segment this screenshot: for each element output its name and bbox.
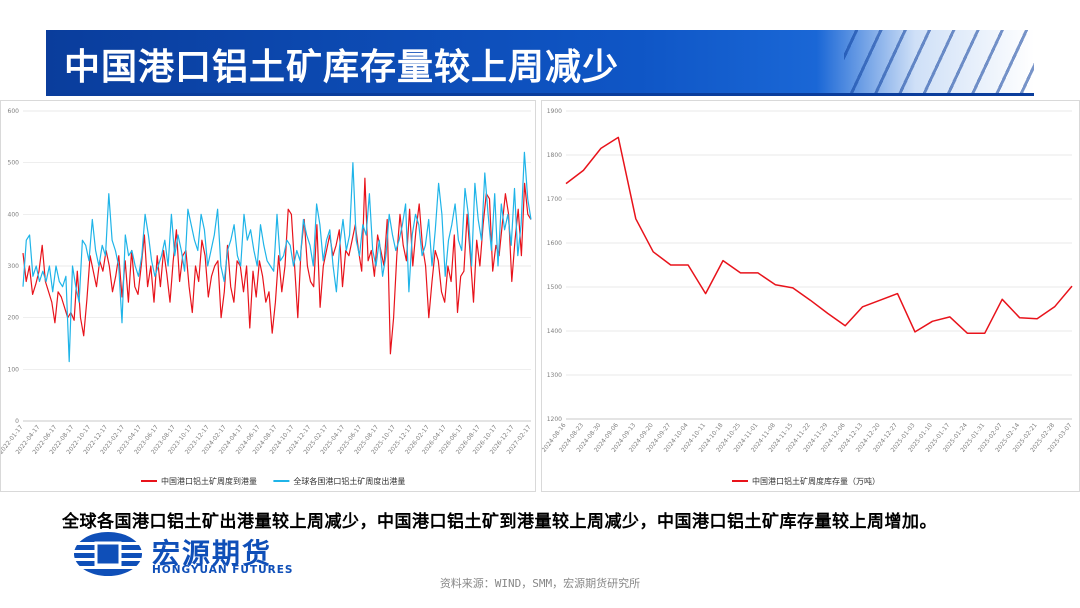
- y-tick-label: 0: [15, 418, 19, 425]
- legend-label-0: 中国港口铝土矿周度库存量（万吨）: [752, 476, 880, 486]
- y-tick-label: 1400: [547, 328, 562, 335]
- source-note: 资料来源：WIND，SMM，宏源期货研究所: [439, 577, 641, 590]
- y-tick-label: 600: [8, 108, 20, 115]
- page-title: 中国港口铝土矿库存量较上周减少: [64, 47, 620, 88]
- y-tick-label: 1600: [547, 240, 562, 247]
- y-tick-label: 1700: [547, 196, 562, 203]
- y-tick-label: 1200: [547, 416, 562, 423]
- left-chart: 01002003004005006002022-01-172022-04-172…: [1, 108, 533, 486]
- title-stripes: [844, 30, 1034, 93]
- y-tick-label: 300: [8, 263, 20, 270]
- legend-label-0: 中国港口铝土矿周度到港量: [161, 476, 257, 486]
- series-line-0: [565, 136, 1073, 334]
- y-tick-label: 1900: [547, 108, 562, 115]
- left-chart-panel: 0 100 200 300 400 500 600 2022-01-17 2022-04-17 2…: [0, 100, 536, 492]
- y-tick-label: 1300: [547, 372, 562, 379]
- right-chart-panel: 1200 1300 1400 1500 1600 1700 1800 1900 2024-08-…: [541, 100, 1080, 492]
- series-line-1: [22, 151, 532, 363]
- legend-label-1: 全球各国港口铝土矿周度出港量: [293, 476, 405, 486]
- y-tick-label: 1800: [547, 152, 562, 159]
- y-tick-label: 200: [8, 315, 20, 322]
- y-tick-label: 500: [8, 160, 20, 167]
- logo-english-name: HONGYUAN FUTURES: [152, 564, 294, 576]
- logo-mark-icon: [74, 532, 142, 576]
- company-logo: 宏源期货 HONGYUAN FUTURES: [72, 530, 312, 578]
- right-chart: 120013001400150016001700180019002024-08-…: [542, 108, 1074, 486]
- logo-chinese-name: 宏源期货: [152, 537, 273, 570]
- title-bar: 中国港口铝土矿库存量较上周减少: [46, 30, 1034, 96]
- series-line-0: [22, 177, 532, 355]
- y-tick-label: 400: [8, 211, 20, 218]
- y-tick-label: 100: [8, 366, 20, 373]
- summary-text: 全球各国港口铝土矿出港量较上周减少，中国港口铝土矿到港量较上周减少，中国港口铝土…: [62, 512, 937, 532]
- y-tick-label: 1500: [547, 284, 562, 291]
